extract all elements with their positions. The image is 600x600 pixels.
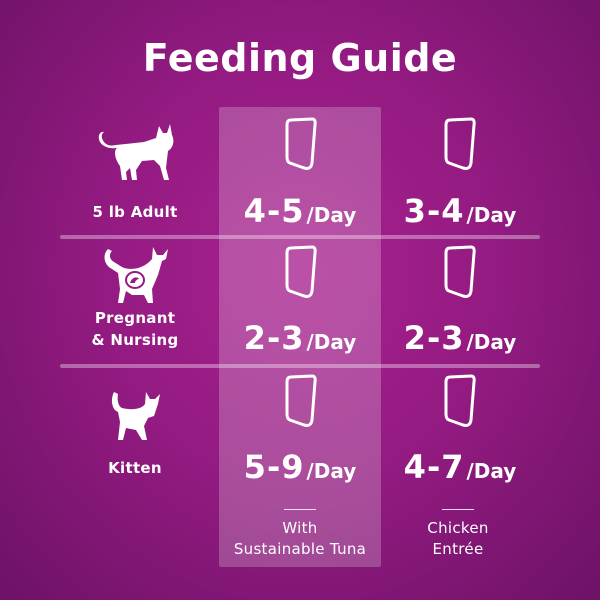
row-divider — [60, 364, 540, 368]
column-footer-rule — [442, 509, 474, 510]
tuna-column-highlight — [219, 107, 381, 567]
pouch-icon — [285, 117, 317, 170]
tuna-column-label-line2: Sustainable Tuna — [233, 540, 367, 558]
tuna-amount-adult: 4-5/Day — [243, 192, 357, 230]
chicken-column-label-line2: Entrée — [432, 540, 484, 558]
chicken-amount-adult: 3-4/Day — [403, 192, 517, 230]
row-label: Kitten — [108, 459, 162, 477]
pouch-icon — [285, 374, 317, 427]
adult-cat-icon — [98, 124, 174, 180]
row-divider — [60, 235, 540, 239]
row-label-line2: & Nursing — [91, 331, 179, 349]
chicken-amount-kitten: 4-7/Day — [403, 448, 517, 486]
column-footer-rule — [284, 509, 316, 510]
row-label: 5 lb Adult — [92, 203, 178, 221]
pouch-icon — [444, 117, 476, 170]
chicken-amount-pregnant: 2-3/Day — [403, 319, 517, 357]
pouch-icon — [444, 245, 476, 298]
row-label-line1: Pregnant — [94, 309, 176, 327]
page-title: Feeding Guide — [142, 36, 458, 80]
pregnant-cat-icon — [104, 247, 168, 303]
tuna-column-label-line1: With — [282, 519, 318, 537]
pouch-icon — [444, 374, 476, 427]
pouch-icon — [285, 245, 317, 298]
tuna-amount-pregnant: 2-3/Day — [243, 319, 357, 357]
chicken-column-label-line1: Chicken — [427, 519, 489, 537]
tuna-amount-kitten: 5-9/Day — [243, 448, 357, 486]
kitten-icon — [111, 392, 160, 440]
